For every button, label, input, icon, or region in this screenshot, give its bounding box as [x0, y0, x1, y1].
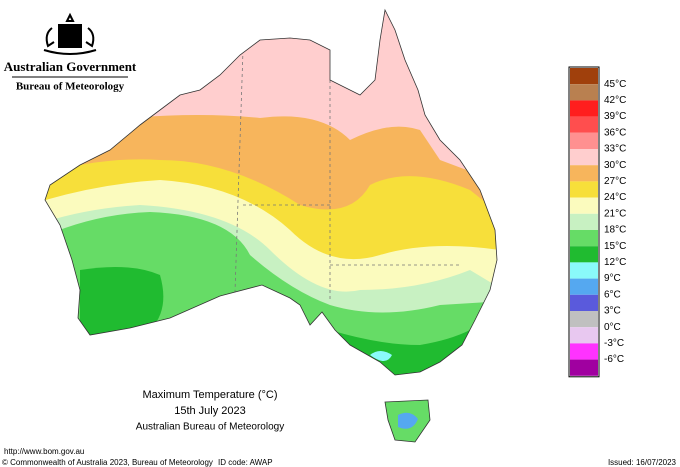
legend-label: 15°C	[604, 241, 626, 252]
footer-url: http://www.bom.gov.au	[4, 447, 84, 456]
legend-swatch	[570, 116, 598, 133]
legend-swatch	[570, 100, 598, 117]
footer-issued: Issued: 16/07/2023	[608, 458, 677, 467]
legend-label: 6°C	[604, 289, 621, 300]
map-title: Maximum Temperature (°C)	[142, 389, 277, 401]
legend-swatch	[570, 181, 598, 198]
legend-swatch	[570, 278, 598, 295]
legend-swatch	[570, 84, 598, 101]
map-source: Australian Bureau of Meteorology	[136, 422, 284, 433]
legend-frame	[568, 66, 600, 378]
legend-swatch	[570, 246, 598, 263]
legend-label: 12°C	[604, 257, 626, 268]
legend-label: 9°C	[604, 273, 621, 284]
map-date: 15th July 2023	[174, 405, 246, 417]
legend-swatch	[570, 311, 598, 328]
legend-label: 36°C	[604, 127, 626, 138]
legend-label: 42°C	[604, 95, 626, 106]
legend-swatch	[570, 343, 598, 360]
legend-label: -3°C	[604, 338, 624, 349]
tasmania-cold	[398, 412, 418, 429]
footer-copyright: © Commonwealth of Australia 2023, Bureau…	[2, 458, 213, 467]
legend-label: 0°C	[604, 322, 621, 333]
legend-swatch	[570, 359, 598, 376]
legend-label: 18°C	[604, 225, 626, 236]
legend-swatch	[570, 230, 598, 247]
legend-label: 33°C	[604, 144, 626, 155]
agency: Australian Government	[4, 59, 137, 74]
coastline	[44, 8, 498, 376]
legend-label: 30°C	[604, 160, 626, 171]
legend-swatch	[570, 213, 598, 230]
legend-label: 24°C	[604, 192, 626, 203]
legend-label: 45°C	[604, 79, 626, 90]
legend-swatch	[570, 197, 598, 214]
legend-swatch	[570, 149, 598, 166]
legend-swatch	[570, 68, 598, 85]
coat-of-arms	[43, 12, 97, 55]
bureau: Bureau of Meteorology	[16, 81, 125, 93]
legend-label: 39°C	[604, 111, 626, 122]
footer-id: ID code: AWAP	[218, 458, 273, 467]
legend-label: 3°C	[604, 306, 621, 317]
legend-label: 27°C	[604, 176, 626, 187]
legend-swatch	[570, 165, 598, 182]
legend-label: 21°C	[604, 208, 626, 219]
legend-swatch	[570, 262, 598, 279]
legend-label: -6°C	[604, 354, 624, 365]
legend-swatch	[570, 294, 598, 311]
legend-swatch	[570, 132, 598, 149]
legend: 45°C 42°C 39°C 36°C 33°C 30°C 27°C 24°C 21°C 18°C…	[568, 66, 626, 378]
legend-swatch	[570, 327, 598, 344]
